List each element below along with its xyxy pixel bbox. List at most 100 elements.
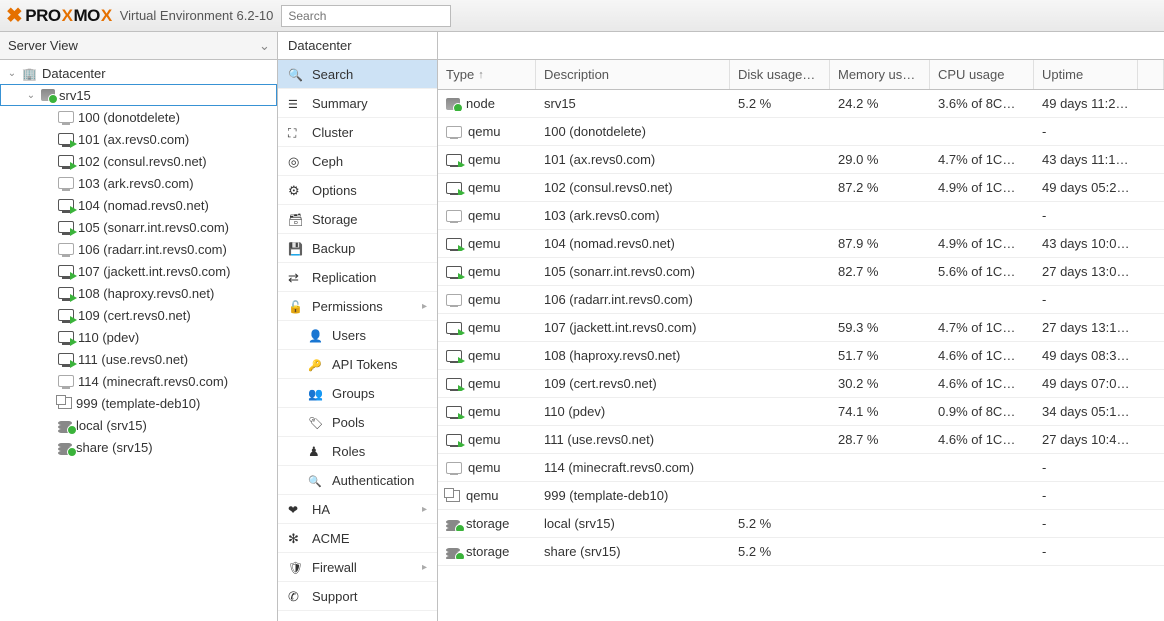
grid-row[interactable]: qemu109 (cert.revs0.net)30.2 %4.6% of 1C… bbox=[438, 370, 1164, 398]
tree-item-srv15[interactable]: ⌄srv15 bbox=[0, 84, 277, 106]
menu-item-label: Authentication bbox=[332, 473, 414, 488]
cell-desc: 110 (pdev) bbox=[536, 404, 730, 419]
col-type[interactable]: Type↑ bbox=[438, 60, 536, 89]
tree-item-999[interactable]: 999 (template-deb10) bbox=[0, 392, 277, 414]
grid-row[interactable]: storagelocal (srv15)5.2 %- bbox=[438, 510, 1164, 538]
search-input[interactable] bbox=[281, 5, 451, 27]
type-label: qemu bbox=[468, 236, 501, 251]
tree-item-108[interactable]: 108 (haproxy.revs0.net) bbox=[0, 282, 277, 304]
menu-item-authentication[interactable]: Authentication bbox=[278, 466, 437, 495]
tree-item-110[interactable]: 110 (pdev) bbox=[0, 326, 277, 348]
menu-item-ceph[interactable]: Ceph bbox=[278, 147, 437, 176]
tree-toggle-icon[interactable]: ⌄ bbox=[6, 68, 18, 79]
menu-item-groups[interactable]: Groups bbox=[278, 379, 437, 408]
menu-item-roles[interactable]: Roles bbox=[278, 437, 437, 466]
cell-mem: 28.7 % bbox=[830, 432, 930, 447]
server-icon bbox=[41, 89, 55, 101]
storage-icon bbox=[58, 421, 72, 425]
tree-item-111[interactable]: 111 (use.revs0.net) bbox=[0, 348, 277, 370]
tree-item-dc[interactable]: ⌄Datacenter bbox=[0, 62, 277, 84]
menu-item-search[interactable]: Search bbox=[278, 60, 437, 89]
menu-item-label: HA bbox=[312, 502, 330, 517]
tree-item-102[interactable]: 102 (consul.revs0.net) bbox=[0, 150, 277, 172]
lock-icon bbox=[288, 299, 304, 313]
menu-item-summary[interactable]: Summary bbox=[278, 89, 437, 118]
menu-item-api-tokens[interactable]: API Tokens bbox=[278, 350, 437, 379]
col-memory[interactable]: Memory us… bbox=[830, 60, 930, 89]
tree-item-local[interactable]: local (srv15) bbox=[0, 414, 277, 436]
grid-header: Type↑ Description Disk usage… Memory us…… bbox=[438, 60, 1164, 90]
cell-cpu: 4.7% of 1C… bbox=[930, 320, 1034, 335]
grid-row[interactable]: qemu100 (donotdelete)- bbox=[438, 118, 1164, 146]
vm-running-icon bbox=[446, 238, 462, 250]
tree-item-101[interactable]: 101 (ax.revs0.com) bbox=[0, 128, 277, 150]
logo[interactable]: ✖ PRO X MO X bbox=[6, 3, 112, 28]
tree-item-104[interactable]: 104 (nomad.revs0.net) bbox=[0, 194, 277, 216]
vm-running-icon bbox=[446, 434, 462, 446]
tree-item-100[interactable]: 100 (donotdelete) bbox=[0, 106, 277, 128]
cell-desc: 102 (consul.revs0.net) bbox=[536, 180, 730, 195]
menu-item-label: Cluster bbox=[312, 125, 353, 140]
view-selector[interactable]: Server View ⌄ bbox=[0, 32, 277, 60]
vm-running-icon bbox=[446, 378, 462, 390]
template-icon bbox=[58, 397, 72, 409]
tree-item-label: local (srv15) bbox=[76, 418, 147, 433]
floppy-icon bbox=[288, 241, 304, 255]
menu-item-permissions[interactable]: Permissions▸ bbox=[278, 292, 437, 321]
db-icon bbox=[288, 212, 304, 226]
heart-icon bbox=[288, 502, 304, 516]
cell-uptime: - bbox=[1034, 208, 1138, 223]
building-icon bbox=[22, 66, 38, 80]
grid-row[interactable]: qemu102 (consul.revs0.net)87.2 %4.9% of … bbox=[438, 174, 1164, 202]
menu-item-cluster[interactable]: Cluster bbox=[278, 118, 437, 147]
menu-item-support[interactable]: Support bbox=[278, 582, 437, 611]
grid-row[interactable]: qemu101 (ax.revs0.com)29.0 %4.7% of 1C…4… bbox=[438, 146, 1164, 174]
col-disk[interactable]: Disk usage… bbox=[730, 60, 830, 89]
menu-item-label: Permissions bbox=[312, 299, 383, 314]
cell-cpu: 4.6% of 1C… bbox=[930, 348, 1034, 363]
grid-row[interactable]: qemu999 (template-deb10)- bbox=[438, 482, 1164, 510]
menu-item-pools[interactable]: Pools bbox=[278, 408, 437, 437]
cell-mem: 29.0 % bbox=[830, 152, 930, 167]
menu-item-users[interactable]: Users bbox=[278, 321, 437, 350]
tree-item-106[interactable]: 106 (radarr.int.revs0.com) bbox=[0, 238, 277, 260]
tree-item-107[interactable]: 107 (jackett.int.revs0.com) bbox=[0, 260, 277, 282]
cell-cpu: 0.9% of 8C… bbox=[930, 404, 1034, 419]
vm-running-icon bbox=[58, 353, 74, 365]
cell-cpu: 4.9% of 1C… bbox=[930, 236, 1034, 251]
menu-item-storage[interactable]: Storage bbox=[278, 205, 437, 234]
tree-toggle-icon[interactable]: ⌄ bbox=[25, 90, 37, 101]
grid-row[interactable]: qemu108 (haproxy.revs0.net)51.7 %4.6% of… bbox=[438, 342, 1164, 370]
menu-item-options[interactable]: Options bbox=[278, 176, 437, 205]
menu-item-backup[interactable]: Backup bbox=[278, 234, 437, 263]
grid-row[interactable]: qemu105 (sonarr.int.revs0.com)82.7 %5.6%… bbox=[438, 258, 1164, 286]
tree-item-114[interactable]: 114 (minecraft.revs0.com) bbox=[0, 370, 277, 392]
grid-row[interactable]: nodesrv155.2 %24.2 %3.6% of 8C…49 days 1… bbox=[438, 90, 1164, 118]
tree-item-share[interactable]: share (srv15) bbox=[0, 436, 277, 458]
grid-row[interactable]: qemu114 (minecraft.revs0.com)- bbox=[438, 454, 1164, 482]
tree-item-label: 999 (template-deb10) bbox=[76, 396, 200, 411]
menu-item-ha[interactable]: HA▸ bbox=[278, 495, 437, 524]
grid-row[interactable]: qemu110 (pdev)74.1 %0.9% of 8C…34 days 0… bbox=[438, 398, 1164, 426]
tree-item-109[interactable]: 109 (cert.revs0.net) bbox=[0, 304, 277, 326]
tree-item-105[interactable]: 105 (sonarr.int.revs0.com) bbox=[0, 216, 277, 238]
grid-row[interactable]: qemu104 (nomad.revs0.net)87.9 %4.9% of 1… bbox=[438, 230, 1164, 258]
col-uptime[interactable]: Uptime bbox=[1034, 60, 1138, 89]
menu-item-acme[interactable]: ACME bbox=[278, 524, 437, 553]
vm-stopped-icon bbox=[58, 111, 74, 123]
grid-row[interactable]: storageshare (srv15)5.2 %- bbox=[438, 538, 1164, 566]
menu-item-firewall[interactable]: Firewall▸ bbox=[278, 553, 437, 582]
cell-type: qemu bbox=[438, 236, 536, 251]
grid-row[interactable]: qemu107 (jackett.int.revs0.com)59.3 %4.7… bbox=[438, 314, 1164, 342]
cell-cpu: 4.6% of 1C… bbox=[930, 432, 1034, 447]
menu-item-replication[interactable]: Replication bbox=[278, 263, 437, 292]
sidebar-left: Server View ⌄ ⌄Datacenter⌄srv15100 (dono… bbox=[0, 32, 278, 621]
grid-row[interactable]: qemu106 (radarr.int.revs0.com)- bbox=[438, 286, 1164, 314]
tree-item-103[interactable]: 103 (ark.revs0.com) bbox=[0, 172, 277, 194]
grid-row[interactable]: qemu103 (ark.revs0.com)- bbox=[438, 202, 1164, 230]
col-description[interactable]: Description bbox=[536, 60, 730, 89]
col-cpu[interactable]: CPU usage bbox=[930, 60, 1034, 89]
grid-row[interactable]: qemu111 (use.revs0.net)28.7 %4.6% of 1C…… bbox=[438, 426, 1164, 454]
vm-stopped-icon bbox=[446, 210, 462, 222]
sort-asc-icon: ↑ bbox=[478, 69, 484, 81]
